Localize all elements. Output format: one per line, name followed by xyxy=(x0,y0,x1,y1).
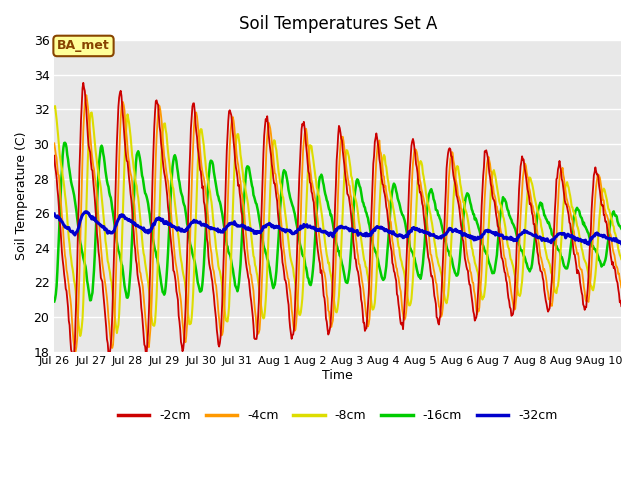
-8cm xyxy=(76,333,84,339)
-4cm xyxy=(618,285,625,290)
-16cm xyxy=(618,226,625,231)
-2cm xyxy=(52,175,60,180)
-8cm xyxy=(294,302,301,308)
-32cm xyxy=(585,241,593,247)
-4cm xyxy=(131,216,139,222)
-2cm xyxy=(131,246,139,252)
-16cm xyxy=(472,216,479,221)
-4cm xyxy=(51,141,58,146)
Text: BA_met: BA_met xyxy=(57,39,110,52)
X-axis label: Time: Time xyxy=(323,369,353,382)
Line: -32cm: -32cm xyxy=(54,212,621,244)
-8cm xyxy=(51,105,58,110)
-16cm xyxy=(52,283,60,289)
Line: -2cm: -2cm xyxy=(54,83,621,362)
-8cm xyxy=(131,177,139,182)
Line: -4cm: -4cm xyxy=(54,95,621,351)
-32cm xyxy=(52,215,60,220)
-2cm xyxy=(51,153,58,158)
-16cm xyxy=(61,140,69,145)
-16cm xyxy=(458,232,466,238)
Legend: -2cm, -4cm, -8cm, -16cm, -32cm: -2cm, -4cm, -8cm, -16cm, -32cm xyxy=(113,405,563,428)
-2cm xyxy=(79,80,87,86)
-8cm xyxy=(472,264,480,270)
-4cm xyxy=(316,233,323,239)
Title: Soil Temperatures Set A: Soil Temperatures Set A xyxy=(239,15,437,33)
-16cm xyxy=(131,183,138,189)
-4cm xyxy=(294,298,301,304)
-32cm xyxy=(458,231,466,237)
-32cm xyxy=(82,209,90,215)
Line: -16cm: -16cm xyxy=(54,143,621,301)
-16cm xyxy=(314,186,322,192)
-8cm xyxy=(51,103,59,109)
-2cm xyxy=(618,303,625,309)
-32cm xyxy=(314,228,322,233)
-4cm xyxy=(472,307,480,312)
-32cm xyxy=(51,211,58,217)
-4cm xyxy=(83,92,90,98)
-8cm xyxy=(316,193,323,199)
-2cm xyxy=(472,314,480,320)
-4cm xyxy=(52,155,60,161)
-2cm xyxy=(459,236,467,242)
-32cm xyxy=(293,228,301,234)
-2cm xyxy=(70,359,77,365)
-8cm xyxy=(54,124,61,130)
-8cm xyxy=(618,256,625,262)
-4cm xyxy=(72,348,79,354)
-8cm xyxy=(459,195,467,201)
Line: -8cm: -8cm xyxy=(54,106,621,336)
-2cm xyxy=(294,224,301,230)
-4cm xyxy=(459,213,467,218)
-2cm xyxy=(316,257,323,263)
-16cm xyxy=(293,223,301,229)
-32cm xyxy=(472,237,479,242)
-32cm xyxy=(618,240,625,246)
-32cm xyxy=(131,221,138,227)
Y-axis label: Soil Temperature (C): Soil Temperature (C) xyxy=(15,132,28,260)
-16cm xyxy=(51,299,58,304)
